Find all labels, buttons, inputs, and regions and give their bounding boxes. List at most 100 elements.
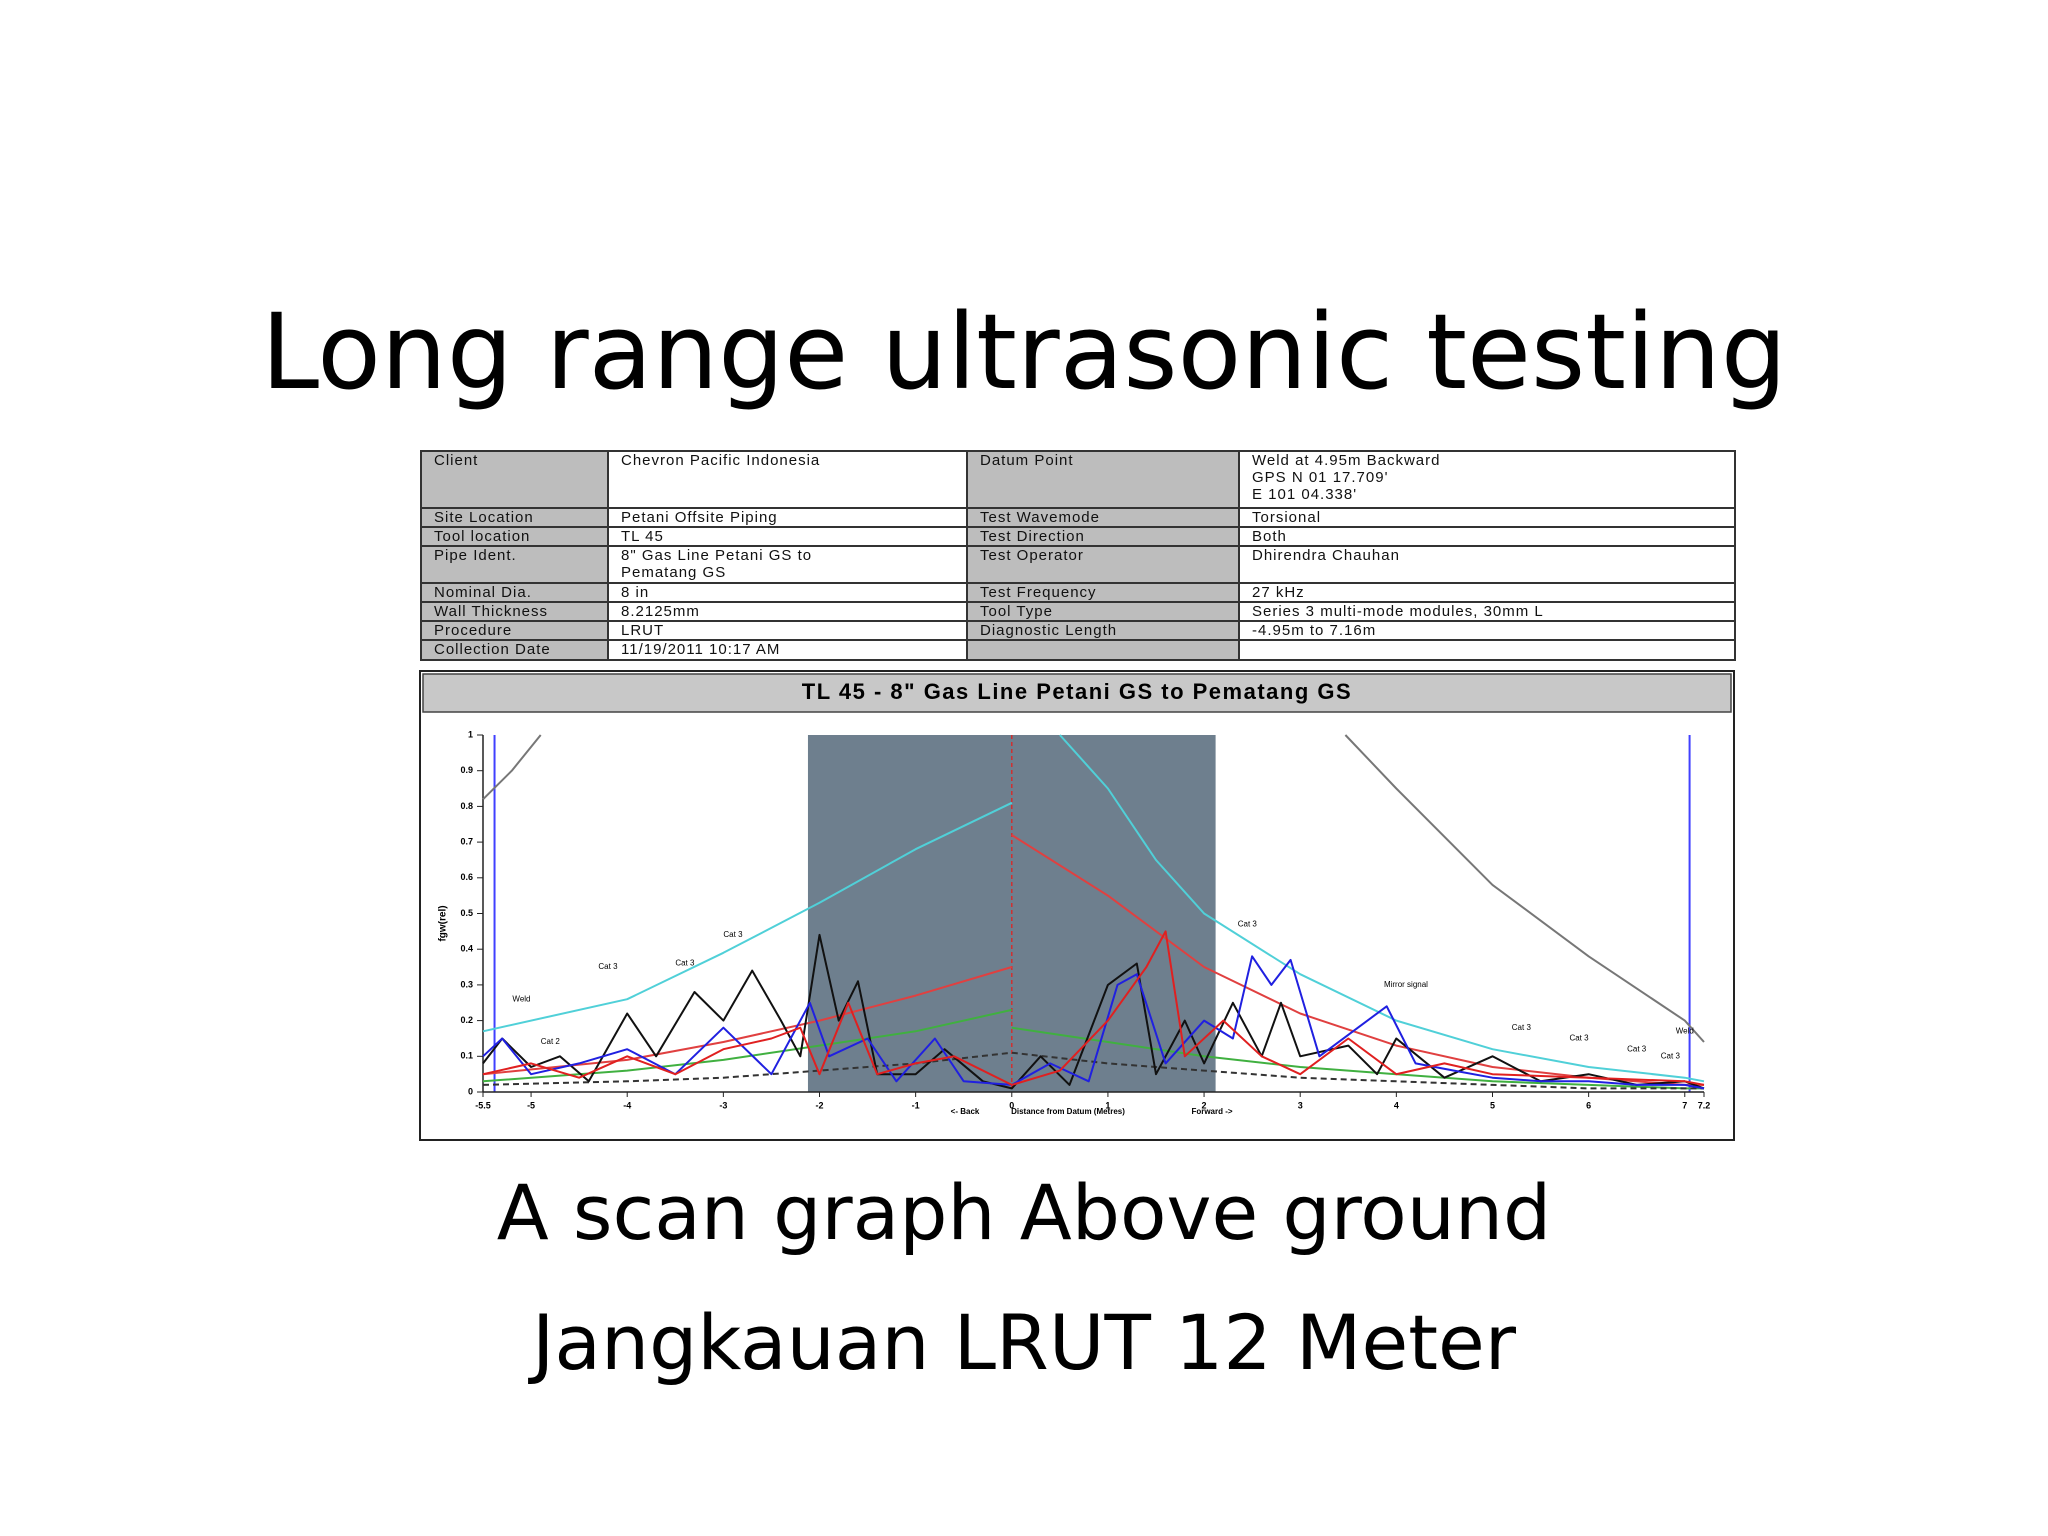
x-tick-label: -1 xyxy=(912,1100,920,1110)
field-value: 11/19/2011 10:17 AM xyxy=(607,639,968,661)
series-line xyxy=(482,933,1705,1090)
chart-header xyxy=(422,673,1732,713)
series-line xyxy=(482,955,1705,1090)
y-tick-label: 0.3 xyxy=(460,979,473,989)
caption: A scan graph Above ground xyxy=(496,1168,1552,1257)
annotation: Cat 3 xyxy=(675,959,695,968)
field-label: Tool Type xyxy=(966,601,1240,622)
annotation: Cat 3 xyxy=(1512,1023,1532,1032)
field-label: Collection Date xyxy=(420,639,609,661)
table-row: Collection Date 11/19/2011 10:17 AM xyxy=(420,639,1736,661)
x-tick-label: -4 xyxy=(623,1100,631,1110)
x-tick-label: 7.2 xyxy=(1698,1100,1711,1110)
annotation: Weld xyxy=(512,994,530,1003)
field-value: Both xyxy=(1238,526,1736,547)
series-line xyxy=(482,966,1013,1076)
x-axis-label: Distance from Datum (Metres) xyxy=(1011,1107,1125,1116)
x-tick-label: 7 xyxy=(1682,1100,1687,1110)
field-label: Tool location xyxy=(420,526,609,547)
chart-title: TL 45 - 8" Gas Line Petani GS to Pematan… xyxy=(802,679,1352,704)
y-tick-label: 0.2 xyxy=(460,1015,473,1025)
field-value: Weld at 4.95m Backward GPS N 01 17.709' … xyxy=(1238,450,1736,509)
annotation: Weld xyxy=(1676,1026,1694,1035)
x-tick-label: 5 xyxy=(1490,1100,1495,1110)
field-label: Diagnostic Length xyxy=(966,620,1240,641)
field-value: Dhirendra Chauhan xyxy=(1238,545,1736,584)
table-row: Pipe Ident. 8" Gas Line Petani GS to Pema… xyxy=(420,545,1736,584)
field-value: 27 kHz xyxy=(1238,582,1736,603)
field-label: Test Wavemode xyxy=(966,507,1240,528)
y-tick-label: 0.8 xyxy=(460,801,473,811)
field-value: 8" Gas Line Petani GS to Pematang GS xyxy=(607,545,968,584)
series-line xyxy=(482,930,1705,1086)
field-label: Test Operator xyxy=(966,545,1240,584)
field-label: Test Frequency xyxy=(966,582,1240,603)
test-info-table: Client Chevron Pacific Indonesia Datum Poi… xyxy=(420,450,1736,661)
table-row: Wall Thickness 8.2125mm Tool Type Series 3 … xyxy=(420,601,1736,622)
x-tick-label: -5.5 xyxy=(475,1100,491,1110)
field-value: 8 in xyxy=(607,582,968,603)
y-tick-label: 1 xyxy=(468,729,473,739)
field-value: -4.95m to 7.16m xyxy=(1238,620,1736,641)
series-line xyxy=(1011,1051,1704,1090)
table-row: Tool location TL 45 Test Direction Both xyxy=(420,526,1736,547)
table-row: Client Chevron Pacific Indonesia Datum Poi… xyxy=(420,450,1736,509)
table-row: Procedure LRUT Diagnostic Length -4.95m to … xyxy=(420,620,1736,641)
y-tick-label: 0.7 xyxy=(460,836,473,846)
field-label: Wall Thickness xyxy=(420,601,609,622)
series-line xyxy=(1011,834,1704,1086)
field-value xyxy=(1238,639,1736,661)
series-line xyxy=(1059,734,1705,1083)
y-tick-label: 0.1 xyxy=(460,1051,473,1061)
field-label: Test Direction xyxy=(966,526,1240,547)
x-axis-label: Forward -> xyxy=(1191,1107,1232,1116)
caption: Jangkauan LRUT 12 Meter xyxy=(531,1298,1517,1387)
field-label: Site Location xyxy=(420,507,609,528)
field-label: Procedure xyxy=(420,620,609,641)
x-tick-label: 1 xyxy=(1105,1100,1110,1110)
x-tick-label: 0 xyxy=(1009,1100,1014,1110)
field-value: LRUT xyxy=(607,620,968,641)
y-tick-label: 0.6 xyxy=(460,872,473,882)
series-line xyxy=(482,1008,1013,1083)
annotation: Cat 3 xyxy=(598,962,618,971)
annotation: Cat 2 xyxy=(541,1037,561,1046)
slide-title: Long range ultrasonic testing xyxy=(261,291,1787,413)
annotation: Cat 3 xyxy=(1238,919,1258,928)
annotation: Cat 3 xyxy=(723,930,743,939)
annotation: Cat 3 xyxy=(1569,1034,1589,1043)
field-label: Datum Point xyxy=(966,450,1240,509)
x-tick-label: 2 xyxy=(1202,1100,1207,1110)
x-tick-label: -2 xyxy=(815,1100,823,1110)
field-label: Pipe Ident. xyxy=(420,545,609,584)
series-line xyxy=(482,801,1013,1033)
annotation: Cat 3 xyxy=(1627,1044,1647,1053)
y-tick-label: 0.9 xyxy=(460,765,473,775)
field-value: TL 45 xyxy=(607,526,968,547)
field-label: Nominal Dia. xyxy=(420,582,609,603)
x-tick-label: 3 xyxy=(1298,1100,1303,1110)
series-line xyxy=(482,1051,1012,1086)
field-value: Series 3 multi-mode modules, 30mm L xyxy=(1238,601,1736,622)
annotation: Mirror signal xyxy=(1384,980,1428,989)
field-value: 8.2125mm xyxy=(607,601,968,622)
table-row: Nominal Dia. 8 in Test Frequency 27 kHz xyxy=(420,582,1736,603)
field-value: Chevron Pacific Indonesia xyxy=(607,450,968,509)
y-tick-label: 0.5 xyxy=(460,908,473,918)
field-label xyxy=(966,639,1240,661)
x-tick-label: 6 xyxy=(1586,1100,1591,1110)
y-axis-label: fgw(rel) xyxy=(438,905,449,941)
series-line xyxy=(482,734,542,801)
x-tick-label: -5 xyxy=(527,1100,535,1110)
table-row: Site Location Petani Offsite Piping Test W… xyxy=(420,507,1736,528)
series-line xyxy=(1344,734,1705,1043)
x-tick-label: 4 xyxy=(1394,1100,1399,1110)
x-tick-label: -3 xyxy=(719,1100,727,1110)
field-value: Torsional xyxy=(1238,507,1736,528)
x-axis-label: <- Back xyxy=(951,1107,980,1116)
annotation: Cat 3 xyxy=(1661,1051,1681,1060)
field-label: Client xyxy=(420,450,609,509)
y-tick-label: 0.4 xyxy=(460,944,473,954)
